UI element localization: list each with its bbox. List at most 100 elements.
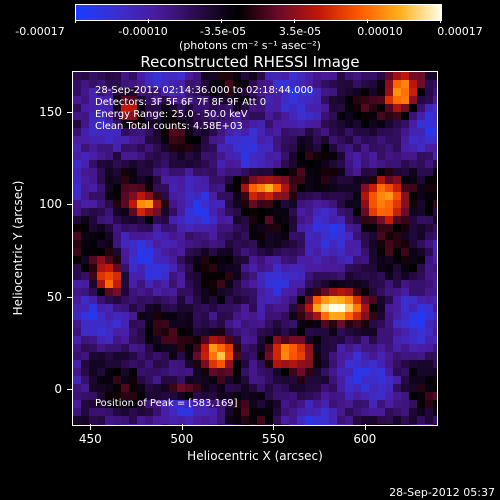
heatmap-cell: [417, 368, 425, 376]
heatmap-cell: [337, 344, 345, 352]
heatmap-cell: [281, 296, 289, 304]
heatmap-cell: [281, 376, 289, 384]
heatmap-cell: [353, 120, 361, 128]
heatmap-cell: [233, 168, 241, 176]
heatmap-cell: [225, 160, 233, 168]
heatmap-cell: [97, 176, 105, 184]
heatmap-cell: [105, 248, 113, 256]
heatmap-cell: [393, 176, 401, 184]
heatmap-cell: [257, 208, 265, 216]
heatmap-cell: [233, 352, 241, 360]
heatmap-cell: [209, 152, 217, 160]
heatmap-cell: [185, 168, 193, 176]
heatmap-cell: [153, 248, 161, 256]
heatmap-cell: [385, 240, 393, 248]
heatmap-cell: [273, 152, 281, 160]
heatmap-cell: [305, 216, 313, 224]
heatmap-cell: [97, 320, 105, 328]
heatmap-cell: [121, 240, 129, 248]
heatmap-cell: [73, 72, 81, 80]
heatmap-cell: [281, 184, 289, 192]
heatmap-cell: [289, 208, 297, 216]
heatmap-cell: [385, 288, 393, 296]
heatmap-cell: [89, 152, 97, 160]
heatmap-cell: [313, 368, 321, 376]
heatmap-cell: [353, 360, 361, 368]
heatmap-cell: [337, 200, 345, 208]
heatmap-cell: [73, 256, 81, 264]
heatmap-cell: [249, 336, 257, 344]
heatmap-cell: [385, 232, 393, 240]
heatmap-cell: [73, 312, 81, 320]
heatmap-cell: [289, 320, 297, 328]
heatmap-cell: [177, 320, 185, 328]
heatmap-cell: [73, 400, 81, 408]
heatmap-cell: [249, 320, 257, 328]
heatmap-cell: [281, 368, 289, 376]
heatmap-cell: [249, 384, 257, 392]
heatmap-cell: [313, 360, 321, 368]
heatmap-cell: [241, 160, 249, 168]
colorbar-tick-label: 3.5e-05: [278, 25, 322, 38]
heatmap-cell: [409, 160, 417, 168]
heatmap-cell: [353, 184, 361, 192]
heatmap-cell: [185, 352, 193, 360]
heatmap-cell: [409, 176, 417, 184]
heatmap-cell: [289, 136, 297, 144]
heatmap-cell: [265, 328, 273, 336]
heatmap-cell: [321, 232, 329, 240]
heatmap-cell: [177, 288, 185, 296]
heatmap-cell: [97, 136, 105, 144]
heatmap-cell: [209, 216, 217, 224]
heatmap-cell: [321, 280, 329, 288]
heatmap-cell: [345, 368, 353, 376]
heatmap-cell: [393, 288, 401, 296]
heatmap-cell: [273, 392, 281, 400]
heatmap-cell: [433, 272, 437, 280]
heatmap-cell: [305, 88, 313, 96]
heatmap-cell: [153, 272, 161, 280]
heatmap-cell: [297, 416, 305, 424]
heatmap-cell: [361, 264, 369, 272]
heatmap-cell: [425, 360, 433, 368]
heatmap-cell: [281, 168, 289, 176]
x-tick: [90, 424, 92, 430]
heatmap-cell: [121, 72, 129, 80]
heatmap-cell: [177, 192, 185, 200]
heatmap-cell: [377, 72, 385, 80]
heatmap-cell: [129, 112, 137, 120]
heatmap-cell: [417, 104, 425, 112]
heatmap-cell: [273, 304, 281, 312]
heatmap-cell: [305, 152, 313, 160]
heatmap-cell: [241, 304, 249, 312]
heatmap-cell: [257, 280, 265, 288]
heatmap-cell: [369, 344, 377, 352]
heatmap-cell: [377, 104, 385, 112]
heatmap-cell: [81, 112, 89, 120]
heatmap-cell: [233, 120, 241, 128]
heatmap-cell: [185, 408, 193, 416]
heatmap-cell: [417, 200, 425, 208]
heatmap-cell: [337, 320, 345, 328]
heatmap-cell: [265, 424, 273, 425]
heatmap-cell: [145, 408, 153, 416]
heatmap-cell: [153, 336, 161, 344]
heatmap-cell: [273, 144, 281, 152]
heatmap-cell: [169, 280, 177, 288]
heatmap-cell: [97, 424, 105, 425]
heatmap-cell: [233, 72, 241, 80]
heatmap-cell: [121, 280, 129, 288]
heatmap-cell: [401, 416, 409, 424]
heatmap-cell: [257, 392, 265, 400]
heatmap-cell: [433, 128, 437, 136]
heatmap-cell: [385, 344, 393, 352]
heatmap-cell: [425, 248, 433, 256]
heatmap-cell: [425, 408, 433, 416]
heatmap-cell: [89, 336, 97, 344]
heatmap-cell: [81, 280, 89, 288]
heatmap-cell: [321, 360, 329, 368]
heatmap-cell: [273, 384, 281, 392]
heatmap-cell: [201, 328, 209, 336]
heatmap-cell: [361, 376, 369, 384]
heatmap-cell: [385, 80, 393, 88]
